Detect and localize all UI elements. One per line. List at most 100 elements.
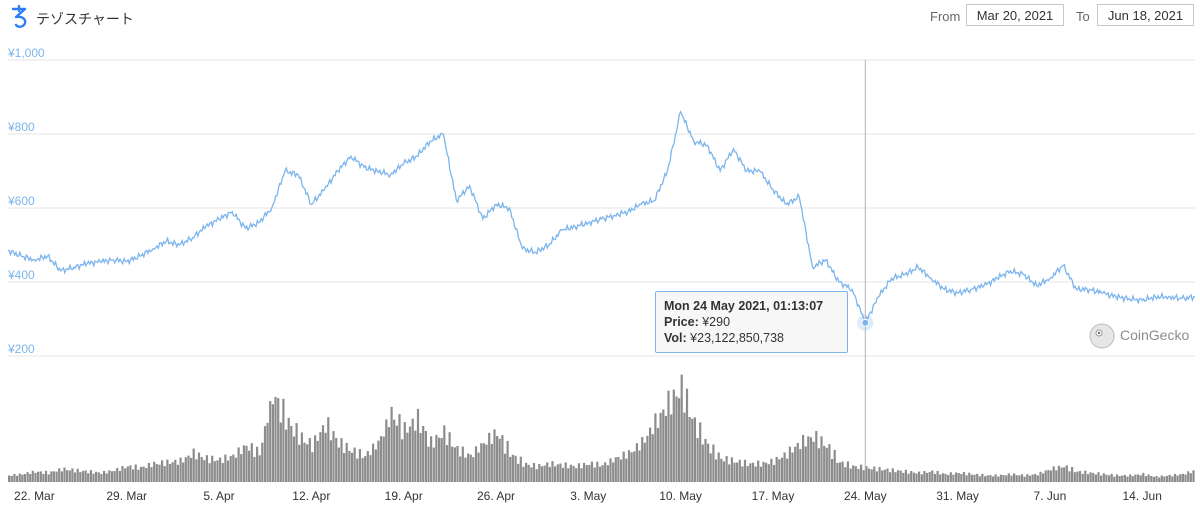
volume-bar — [886, 468, 889, 482]
volume-bar — [1173, 473, 1177, 482]
volume-bar — [1028, 475, 1031, 482]
volume-bar — [514, 455, 517, 482]
volume-bar — [430, 436, 433, 482]
y-tick-label: ¥600 — [7, 194, 35, 208]
tooltip-price-label: Price: — [664, 315, 699, 329]
volume-bar — [907, 473, 910, 482]
volume-bar — [329, 440, 332, 482]
volume-bar — [95, 471, 98, 482]
volume-bar — [651, 434, 654, 482]
volume-bar — [364, 456, 367, 482]
volume-bar — [836, 462, 839, 482]
volume-bar — [176, 464, 179, 482]
volume-bar — [89, 470, 92, 482]
volume-bar — [1039, 471, 1042, 482]
volume-bar — [345, 442, 348, 482]
volume-bar — [150, 467, 153, 482]
volume-bar — [788, 446, 791, 482]
volume-bar — [904, 469, 907, 482]
volume-bar — [849, 468, 852, 482]
volume-bar — [174, 459, 177, 482]
volume-bar — [1057, 465, 1060, 482]
volume-bar — [601, 465, 604, 482]
volume-bar — [899, 470, 902, 482]
volume-bar — [459, 456, 462, 482]
to-date-input[interactable]: Jun 18, 2021 — [1097, 4, 1194, 26]
volume-bar — [282, 398, 285, 482]
volume-bar — [445, 445, 449, 482]
volume-bar — [224, 454, 227, 482]
volume-bar — [343, 453, 346, 482]
volume-bar — [31, 470, 34, 482]
volume-bar — [928, 472, 931, 482]
volume-bar — [1023, 476, 1026, 482]
volume-bar — [179, 457, 182, 482]
volume-bar — [1171, 476, 1174, 482]
volume-bar — [71, 468, 74, 482]
volume-bar — [506, 440, 509, 482]
volume-bar — [725, 456, 728, 482]
volume-bar — [1144, 476, 1148, 482]
volume-bar — [448, 432, 451, 482]
volume-bar — [387, 427, 390, 482]
volume-bar — [556, 464, 559, 482]
volume-bar — [155, 464, 158, 482]
volume-bar — [76, 468, 79, 482]
volume-bar — [1113, 476, 1116, 482]
volume-bar — [606, 465, 609, 482]
volume-bar — [509, 456, 512, 482]
volume-bar — [408, 426, 412, 482]
volume-bar — [717, 452, 720, 482]
volume-bar — [232, 454, 235, 482]
volume-bar — [688, 417, 691, 482]
x-tick-label: 24. May — [844, 489, 887, 503]
volume-bar — [1065, 465, 1068, 482]
volume-bar — [794, 446, 797, 482]
volume-bar — [414, 430, 417, 482]
volume-bar — [585, 465, 588, 482]
volume-bar — [261, 442, 264, 482]
volume-bar — [701, 444, 704, 482]
volume-bar — [1181, 473, 1184, 482]
x-tick-label: 19. Apr — [385, 489, 423, 503]
volume-bar — [749, 463, 752, 482]
volume-bar — [881, 470, 884, 482]
volume-bar — [844, 467, 847, 482]
volume-bar — [1052, 466, 1055, 482]
volume-bar — [37, 471, 40, 482]
volume-bar — [538, 463, 541, 482]
volume-bar — [854, 466, 857, 482]
volume-bar — [163, 466, 166, 482]
volume-bar — [361, 458, 364, 482]
volume-bar — [609, 458, 612, 482]
volume-bar — [277, 398, 280, 482]
price-tooltip: Mon 24 May 2021, 01:13:07 Price: ¥290 Vo… — [655, 291, 848, 353]
volume-bar — [1089, 472, 1092, 482]
x-axis-labels: 22. Mar 29. Mar 5. Apr 12. Apr 19. Apr 26. Ap… — [14, 489, 1162, 503]
from-date-input[interactable]: Mar 20, 2021 — [966, 4, 1064, 26]
volume-bar — [707, 443, 710, 482]
volume-bar — [1094, 474, 1097, 482]
volume-bar — [1100, 475, 1103, 482]
volume-bar — [873, 466, 876, 482]
x-tick-label: 29. Mar — [106, 489, 147, 503]
volume-bar — [944, 473, 947, 482]
volume-bar — [26, 472, 29, 482]
volume-bar — [237, 447, 240, 482]
volume-bar — [1081, 473, 1084, 482]
volume-bar — [472, 457, 475, 482]
volume-bar — [627, 450, 631, 482]
volume-bar — [767, 464, 770, 482]
volume-bar — [614, 457, 617, 482]
volume-bar — [1115, 474, 1119, 482]
volume-bar — [590, 461, 594, 482]
volume-bar — [646, 435, 649, 482]
volume-bar — [258, 455, 261, 482]
volume-bar — [754, 466, 757, 482]
volume-bar — [432, 447, 435, 482]
volume-bar — [649, 427, 652, 482]
volume-bar — [44, 470, 48, 482]
volume-bar — [66, 470, 69, 482]
volume-bar — [569, 464, 572, 482]
